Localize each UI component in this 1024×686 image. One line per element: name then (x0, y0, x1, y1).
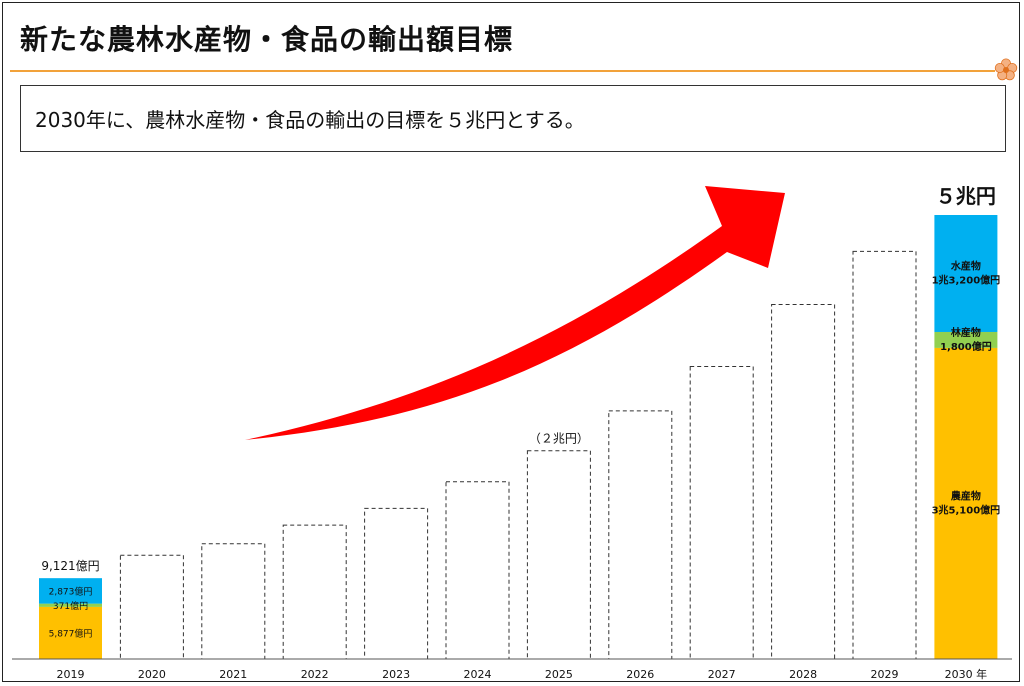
segment-value-2030-1: 1,800億円 (940, 340, 992, 353)
bar-2027 (689, 366, 754, 660)
x-tick-2023: 2023 (382, 668, 410, 681)
segment-name-2030-1: 林産物 (951, 326, 981, 339)
bar-2019-segment-0 (39, 606, 102, 659)
bar-2024 (445, 481, 510, 660)
bar-2021 (201, 543, 266, 660)
red-curved-arrow (245, 186, 785, 440)
segment-value-2019-1: 371億円 (53, 600, 88, 612)
top-label-2025: （２兆円） (529, 432, 589, 446)
x-tick-2029: 2029 (871, 668, 899, 681)
bar-2020 (119, 554, 184, 660)
segment-value-2030-0: 3兆5,100億円 (932, 503, 1001, 516)
segment-value-2019-2: 2,873億円 (49, 585, 93, 597)
bar-2025 (526, 450, 591, 660)
bar-2023 (364, 507, 429, 660)
x-tick-2024: 2024 (464, 668, 492, 681)
segment-value-2030-2: 1兆3,200億円 (932, 273, 1001, 286)
bar-2026 (608, 410, 673, 660)
x-tick-2026: 2026 (626, 668, 654, 681)
goal-statement: 2030年に、農林水産物・食品の輸出の目標を５兆円とする。 (35, 108, 585, 132)
top-label-2019: 9,121億円 (41, 559, 99, 573)
bar-2030-segment-2 (934, 215, 998, 332)
segment-value-2019-0: 5,877億円 (49, 627, 93, 639)
x-tick-2022: 2022 (301, 668, 329, 681)
page-title: 新たな農林水産物・食品の輸出額目標 (20, 23, 514, 56)
segment-name-2030-0: 農産物 (951, 489, 981, 502)
goal-statement-box: 2030年に、農林水産物・食品の輸出の目標を５兆円とする。 (20, 85, 1006, 152)
segment-name-2030-2: 水産物 (950, 259, 981, 272)
bar-2030-segment-0 (934, 347, 998, 659)
x-tick-2030: 2030 年 (945, 667, 988, 681)
bar-2029 (852, 250, 917, 660)
x-tick-2020: 2020 (138, 668, 166, 681)
bar-2022 (282, 524, 347, 660)
x-tick-2019: 2019 (57, 668, 85, 681)
bars-layer (39, 215, 998, 660)
x-tick-2027: 2027 (708, 668, 736, 681)
labels-layer: 5,877億円 371億円 2,873億円 2019 9,121億円 2020 2021 20… (41, 184, 1000, 681)
bar-2028 (771, 304, 836, 660)
top-label-2030: ５兆円 (936, 184, 996, 208)
x-tick-2028: 2028 (789, 668, 817, 681)
bar-2030-segment-1 (934, 331, 998, 348)
bar-2019-segment-2 (39, 578, 102, 604)
x-tick-2021: 2021 (219, 668, 247, 681)
bar-2019-segment-1 (39, 603, 102, 607)
title-divider (10, 70, 995, 72)
plum-blossom-icon (994, 58, 1018, 81)
x-tick-2025: 2025 (545, 668, 573, 681)
